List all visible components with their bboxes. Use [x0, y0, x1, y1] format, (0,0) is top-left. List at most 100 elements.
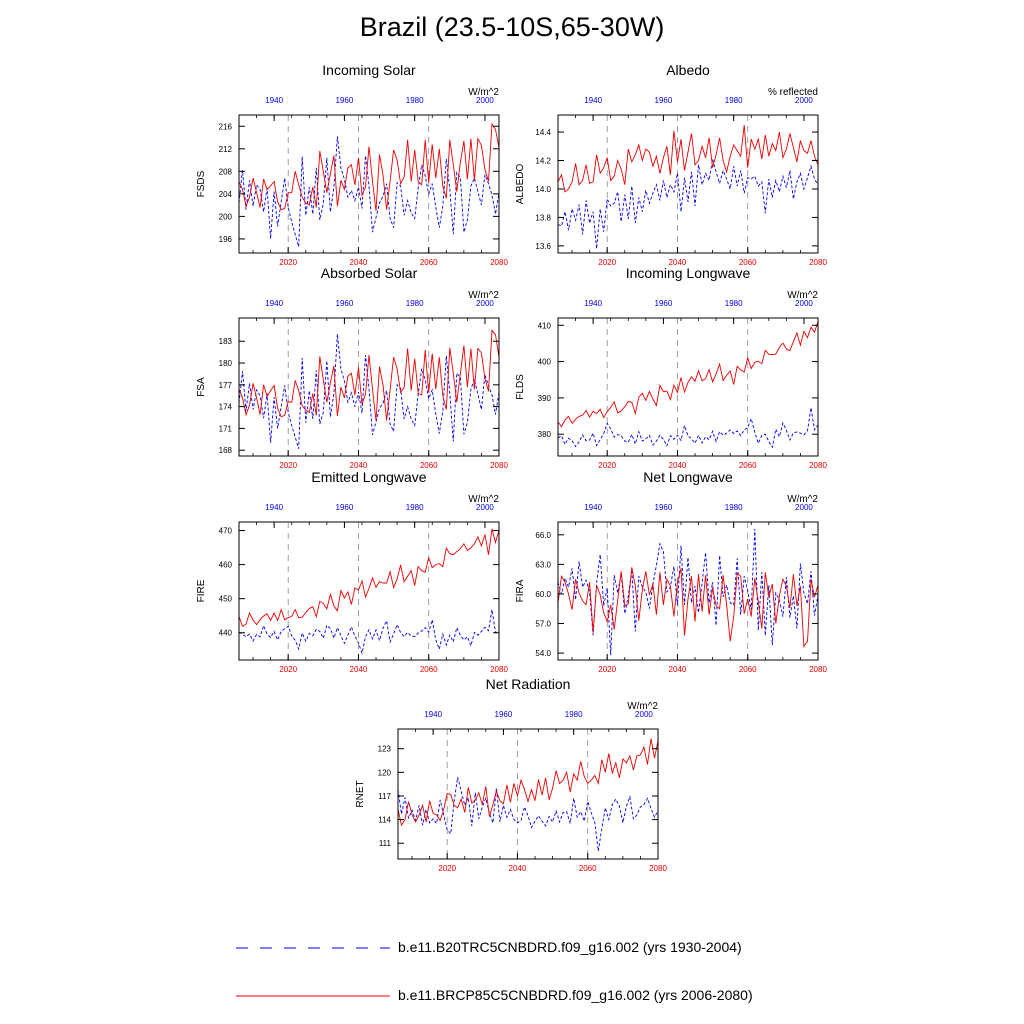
y-tick-label: 400 [538, 358, 552, 367]
plot-frame [238, 521, 500, 661]
panel-title: Albedo [666, 62, 710, 78]
y-tick-label: 204 [219, 190, 233, 199]
y-tick-label: 14.2 [535, 157, 551, 166]
y-tick-label: 63.0 [535, 560, 551, 569]
x-tick-label: 2060 [739, 461, 757, 470]
x-tick-label: 2060 [420, 258, 438, 267]
y-tick-label: 171 [219, 424, 233, 433]
plot-frame [238, 317, 500, 457]
units-label: W/m^2 [468, 494, 499, 505]
y-tick-label: 54.0 [535, 649, 551, 658]
units-label: % reflected [768, 87, 818, 98]
x-tick-label: 2040 [350, 461, 368, 470]
x-top-tick-label: 1980 [406, 299, 424, 308]
legend [236, 947, 390, 997]
panel-albedo: Albedo % reflected ALBEDO 2020 2040 2060 2080 1… [515, 62, 827, 267]
x-top-tick-label: 2000 [476, 503, 494, 512]
y-tick-label: 410 [538, 321, 552, 330]
x-top-tick-label: 1940 [584, 299, 602, 308]
y-tick-label: 66.0 [535, 531, 551, 540]
units-label: W/m^2 [787, 290, 818, 301]
legend-label-future: b.e11.BRCP85C5CNBDRD.f09_g16.002 (yrs 20… [398, 987, 753, 1003]
figure-title: Brazil (23.5-10S,65-30W) [359, 12, 665, 42]
x-tick-label: 2040 [669, 665, 687, 674]
y-tick-label: 208 [219, 167, 233, 176]
x-top-tick-label: 1960 [655, 299, 673, 308]
x-tick-label: 2080 [490, 665, 508, 674]
panel-title: Incoming Solar [322, 62, 416, 78]
y-axis-label: FLDS [515, 374, 526, 400]
x-tick-label: 2080 [809, 258, 827, 267]
units-label: W/m^2 [787, 494, 818, 505]
x-tick-label: 2020 [598, 461, 616, 470]
y-tick-label: 174 [219, 403, 233, 412]
x-top-tick-label: 2000 [795, 503, 813, 512]
x-tick-label: 2080 [809, 665, 827, 674]
y-axis-label: FSA [196, 377, 207, 397]
y-tick-label: 212 [219, 145, 233, 154]
y-tick-label: 114 [378, 816, 391, 825]
y-tick-label: 196 [219, 235, 233, 244]
series-line-future [238, 329, 500, 421]
x-tick-label: 2040 [350, 258, 368, 267]
x-tick-label: 2040 [669, 461, 687, 470]
y-axis-label: FIRE [196, 579, 207, 602]
y-tick-label: 180 [219, 359, 233, 368]
plot-frame [238, 114, 500, 254]
legend-label-historical: b.e11.B20TRC5CNBDRD.f09_g16.002 (yrs 193… [398, 939, 742, 955]
y-tick-label: 450 [219, 595, 233, 604]
y-tick-label: 390 [538, 394, 552, 403]
x-tick-label: 2020 [438, 864, 456, 873]
x-top-tick-label: 1980 [725, 96, 743, 105]
x-top-tick-label: 1940 [265, 96, 283, 105]
y-axis-label: RNET [355, 780, 366, 807]
x-top-tick-label: 1940 [584, 96, 602, 105]
units-label: W/m^2 [468, 290, 499, 301]
x-top-tick-label: 2000 [635, 710, 653, 719]
x-tick-label: 2060 [579, 864, 597, 873]
series-line-future [238, 122, 500, 211]
x-top-tick-label: 1980 [406, 503, 424, 512]
panel-title: Absorbed Solar [321, 265, 418, 281]
y-tick-label: 216 [219, 122, 233, 131]
y-tick-label: 123 [378, 745, 392, 754]
x-top-tick-label: 1980 [565, 710, 583, 719]
series-line-historical [238, 609, 500, 655]
x-top-tick-label: 1960 [495, 710, 513, 719]
x-top-tick-label: 1960 [336, 503, 354, 512]
x-tick-label: 2040 [509, 864, 527, 873]
x-tick-label: 2080 [649, 864, 667, 873]
panel-title: Net Radiation [486, 676, 571, 692]
panel-title: Incoming Longwave [626, 265, 751, 281]
x-tick-label: 2020 [598, 258, 616, 267]
x-top-tick-label: 2000 [795, 96, 813, 105]
series-line-future [557, 567, 819, 648]
series-line-historical [238, 333, 500, 449]
x-tick-label: 2080 [809, 461, 827, 470]
y-tick-label: 440 [219, 629, 233, 638]
y-tick-label: 111 [379, 839, 392, 848]
x-tick-label: 2080 [490, 258, 508, 267]
y-tick-label: 120 [378, 768, 392, 777]
series-line-historical [238, 136, 500, 247]
panel-title: Emitted Longwave [311, 469, 426, 485]
x-tick-label: 2040 [669, 258, 687, 267]
x-tick-label: 2060 [420, 461, 438, 470]
panel-title: Net Longwave [643, 469, 733, 485]
x-top-tick-label: 2000 [476, 96, 494, 105]
plot-frame [557, 114, 819, 254]
x-tick-label: 2020 [279, 461, 297, 470]
x-top-tick-label: 1980 [406, 96, 424, 105]
y-tick-label: 13.8 [535, 213, 551, 222]
x-tick-label: 2060 [739, 665, 757, 674]
x-top-tick-label: 1960 [336, 96, 354, 105]
x-tick-label: 2020 [279, 258, 297, 267]
x-top-tick-label: 1940 [265, 503, 283, 512]
panel-fira: Net Longwave W/m^2 FIRA 2020 2040 2060 2080 194… [515, 469, 827, 674]
series-line-future [238, 528, 500, 627]
y-tick-label: 168 [219, 446, 233, 455]
panel-fsa: Absorbed Solar W/m^2 FSA 2020 2040 2060 2080 19… [196, 265, 508, 470]
x-top-tick-label: 1940 [424, 710, 442, 719]
x-top-tick-label: 1960 [655, 96, 673, 105]
